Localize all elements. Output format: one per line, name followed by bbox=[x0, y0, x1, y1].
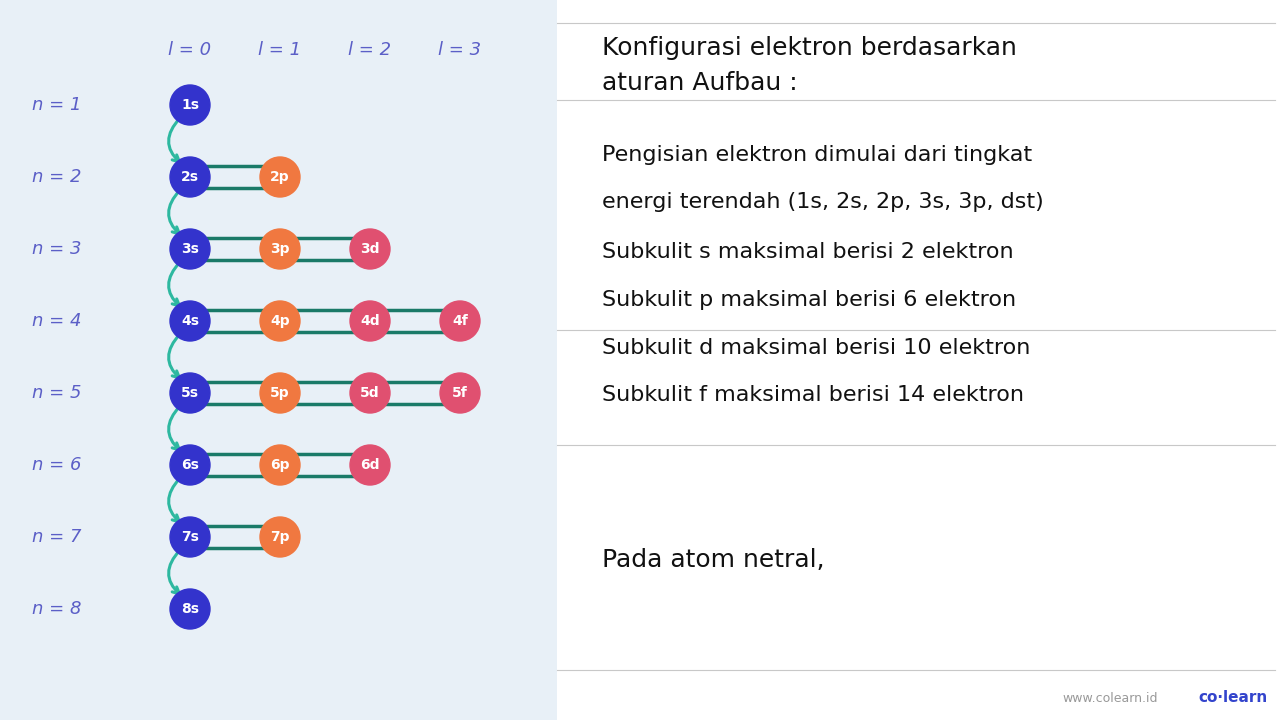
Text: n = 1: n = 1 bbox=[32, 96, 82, 114]
Text: aturan Aufbau :: aturan Aufbau : bbox=[602, 71, 797, 95]
Circle shape bbox=[440, 301, 480, 341]
Circle shape bbox=[260, 157, 300, 197]
Text: 7p: 7p bbox=[270, 530, 289, 544]
Text: l = 1: l = 1 bbox=[259, 41, 302, 59]
Text: 1s: 1s bbox=[180, 98, 198, 112]
Text: l = 0: l = 0 bbox=[169, 41, 211, 59]
Text: 4p: 4p bbox=[270, 314, 289, 328]
Text: n = 6: n = 6 bbox=[32, 456, 82, 474]
Circle shape bbox=[170, 85, 210, 125]
Bar bbox=[557, 0, 1280, 720]
Text: Subkulit f maksimal berisi 14 elektron: Subkulit f maksimal berisi 14 elektron bbox=[602, 385, 1024, 405]
Text: 4d: 4d bbox=[360, 314, 380, 328]
Text: Subkulit s maksimal berisi 2 elektron: Subkulit s maksimal berisi 2 elektron bbox=[602, 242, 1014, 262]
Text: 5p: 5p bbox=[270, 386, 289, 400]
Circle shape bbox=[170, 373, 210, 413]
Text: 2p: 2p bbox=[270, 170, 289, 184]
Text: l = 2: l = 2 bbox=[348, 41, 392, 59]
Text: 8s: 8s bbox=[180, 602, 198, 616]
Circle shape bbox=[349, 373, 390, 413]
Text: www.colearn.id: www.colearn.id bbox=[1062, 691, 1158, 704]
Text: n = 2: n = 2 bbox=[32, 168, 82, 186]
Text: Konfigurasi elektron berdasarkan: Konfigurasi elektron berdasarkan bbox=[602, 36, 1016, 60]
Text: n = 3: n = 3 bbox=[32, 240, 82, 258]
Text: 6s: 6s bbox=[180, 458, 198, 472]
Text: 3d: 3d bbox=[360, 242, 380, 256]
Circle shape bbox=[349, 445, 390, 485]
Circle shape bbox=[170, 157, 210, 197]
Circle shape bbox=[260, 373, 300, 413]
Text: 3p: 3p bbox=[270, 242, 289, 256]
Circle shape bbox=[260, 517, 300, 557]
Text: l = 3: l = 3 bbox=[439, 41, 481, 59]
Text: 2s: 2s bbox=[180, 170, 198, 184]
Circle shape bbox=[260, 229, 300, 269]
Text: 5d: 5d bbox=[360, 386, 380, 400]
Text: Pengisian elektron dimulai dari tingkat: Pengisian elektron dimulai dari tingkat bbox=[602, 145, 1032, 165]
Text: 5f: 5f bbox=[452, 386, 468, 400]
Text: 5s: 5s bbox=[180, 386, 198, 400]
Circle shape bbox=[440, 373, 480, 413]
Text: Subkulit d maksimal berisi 10 elektron: Subkulit d maksimal berisi 10 elektron bbox=[602, 338, 1030, 358]
Circle shape bbox=[170, 517, 210, 557]
Text: n = 5: n = 5 bbox=[32, 384, 82, 402]
Circle shape bbox=[349, 301, 390, 341]
Text: Pada atom netral,: Pada atom netral, bbox=[602, 548, 824, 572]
Text: 4s: 4s bbox=[180, 314, 198, 328]
Text: 6p: 6p bbox=[270, 458, 289, 472]
Circle shape bbox=[260, 301, 300, 341]
Text: 7s: 7s bbox=[180, 530, 198, 544]
Circle shape bbox=[349, 229, 390, 269]
Text: n = 7: n = 7 bbox=[32, 528, 82, 546]
Text: 3s: 3s bbox=[180, 242, 198, 256]
Text: co·learn: co·learn bbox=[1199, 690, 1268, 706]
Circle shape bbox=[170, 589, 210, 629]
Circle shape bbox=[170, 301, 210, 341]
Text: 6d: 6d bbox=[360, 458, 380, 472]
Text: n = 8: n = 8 bbox=[32, 600, 82, 618]
Circle shape bbox=[260, 445, 300, 485]
Text: Subkulit p maksimal berisi 6 elektron: Subkulit p maksimal berisi 6 elektron bbox=[602, 290, 1016, 310]
Circle shape bbox=[170, 229, 210, 269]
Circle shape bbox=[170, 445, 210, 485]
Text: n = 4: n = 4 bbox=[32, 312, 82, 330]
Text: 4f: 4f bbox=[452, 314, 468, 328]
Text: energi terendah (1s, 2s, 2p, 3s, 3p, dst): energi terendah (1s, 2s, 2p, 3s, 3p, dst… bbox=[602, 192, 1043, 212]
